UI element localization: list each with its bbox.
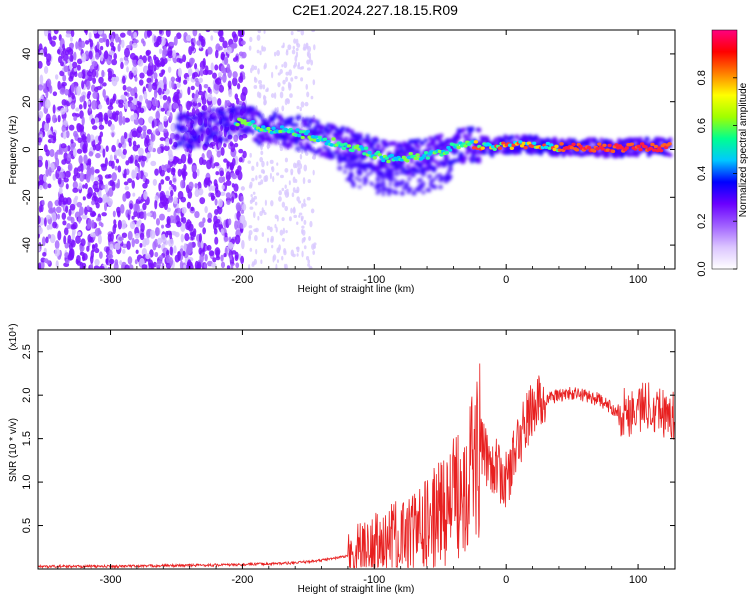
spectrogram-x-tick-label: -200 — [231, 274, 253, 286]
spectrogram-y-tick-label: 20 — [21, 96, 33, 108]
snr-y-multiplier: (x10⁴) — [8, 323, 19, 350]
spectrogram-x-tick-label: 0 — [503, 274, 509, 286]
colorbar-gradient — [712, 30, 737, 269]
snr-y-tick-label: 2.0 — [21, 388, 33, 403]
snr-x-tick-label: 100 — [629, 574, 647, 586]
snr-x-tick-label: -300 — [100, 574, 122, 586]
snr-series-line — [38, 363, 675, 569]
colorbar-tick-label: 0.6 — [696, 118, 708, 133]
snr-y-axis-label: SNR (10 * v/v) — [8, 418, 19, 482]
spectrogram-y-tick-label: 40 — [21, 48, 33, 60]
snr-x-tick-label: -200 — [231, 574, 253, 586]
snr-x-ticks: -300 -200 -100 0 100 — [57, 330, 665, 586]
colorbar-tick-label: 0.2 — [696, 214, 708, 229]
spectrogram-y-axis-label: Frequency (Hz) — [8, 116, 19, 185]
spectrogram-signal-band — [174, 105, 673, 196]
snr-x-tick-label: 0 — [503, 574, 509, 586]
colorbar-tick-label: 0.8 — [696, 70, 708, 85]
snr-panel: -300 -200 -100 0 100 0.5 1.0 1.5 2.0 2.5 Height … — [8, 323, 676, 595]
spectrogram-signal-core — [233, 117, 672, 164]
figure-title: C2E1.2024.227.18.15.R09 — [292, 2, 458, 18]
colorbar-frame — [711, 29, 738, 270]
snr-x-tick-label: -100 — [363, 574, 385, 586]
snr-x-axis-label: Height of straight line (km) — [298, 584, 415, 595]
spectrogram-x-tick-label: -100 — [363, 274, 385, 286]
spectrogram-image — [38, 30, 673, 269]
spectrogram-y-ticks: -40 -20 0 20 40 — [21, 48, 675, 253]
colorbar-tick-label: 0.0 — [696, 261, 708, 276]
snr-y-tick-label: 2.5 — [21, 344, 33, 359]
spectrogram-y-tick-label: -40 — [21, 237, 33, 253]
snr-y-tick-label: 1.0 — [21, 474, 33, 489]
spectrogram-y-tick-label: 0 — [21, 146, 33, 152]
colorbar-ticks: 0.0 0.2 0.4 0.6 0.8 — [696, 70, 737, 277]
spectrogram-x-tick-label: -300 — [100, 274, 122, 286]
snr-frame — [37, 329, 676, 570]
spectrogram-noise — [38, 30, 317, 269]
snr-y-ticks: 0.5 1.0 1.5 2.0 2.5 — [21, 344, 675, 533]
colorbar: 0.0 0.2 0.4 0.6 0.8 Normalized spectral ampl… — [696, 29, 749, 277]
snr-y-tick-label: 0.5 — [21, 518, 33, 533]
spectrogram-x-tick-label: 100 — [629, 274, 647, 286]
colorbar-label: Normalized spectral amplitude — [738, 82, 749, 217]
spectrogram-x-ticks: -300 -200 -100 0 100 — [57, 30, 665, 286]
snr-y-tick-label: 1.5 — [21, 431, 33, 446]
colorbar-tick-label: 0.4 — [696, 166, 708, 181]
spectrogram-x-axis-label: Height of straight line (km) — [298, 284, 415, 295]
spectrogram-y-tick-label: -20 — [21, 189, 33, 205]
